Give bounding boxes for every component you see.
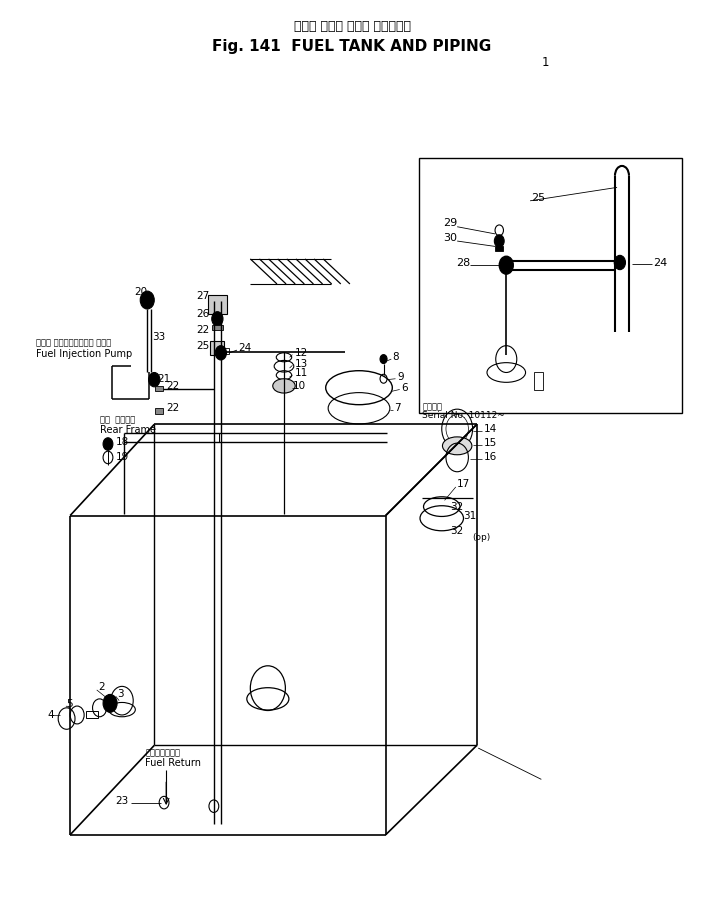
Circle shape xyxy=(615,256,625,270)
Text: 14: 14 xyxy=(484,423,497,434)
Text: 6: 6 xyxy=(401,383,408,393)
Text: 19: 19 xyxy=(115,452,129,463)
Text: Serial No. 10112~: Serial No. 10112~ xyxy=(422,411,505,420)
Circle shape xyxy=(103,438,113,450)
Text: 22: 22 xyxy=(166,404,180,414)
Text: 7: 7 xyxy=(394,404,401,414)
Text: 18: 18 xyxy=(115,437,129,448)
Text: 25: 25 xyxy=(196,341,210,351)
Text: 4: 4 xyxy=(47,710,54,720)
Text: 32: 32 xyxy=(450,501,463,511)
Text: 22: 22 xyxy=(166,381,180,391)
Circle shape xyxy=(215,345,227,360)
Text: 29: 29 xyxy=(443,218,458,228)
Circle shape xyxy=(149,372,160,387)
Text: (op): (op) xyxy=(472,534,491,543)
Bar xyxy=(221,348,230,353)
Bar xyxy=(210,341,225,354)
Text: 32: 32 xyxy=(450,526,463,536)
Bar xyxy=(212,325,223,330)
Text: Fuel Return: Fuel Return xyxy=(145,758,201,768)
Text: フェル インジェクション ポンプ: フェル インジェクション ポンプ xyxy=(37,338,112,347)
Text: 15: 15 xyxy=(484,438,497,448)
Text: 33: 33 xyxy=(152,332,165,342)
Text: 8: 8 xyxy=(393,353,399,362)
Bar xyxy=(208,295,227,314)
Text: 3: 3 xyxy=(117,689,124,699)
Text: 22: 22 xyxy=(196,326,210,335)
Text: 17: 17 xyxy=(457,479,470,489)
Bar xyxy=(419,158,681,413)
Ellipse shape xyxy=(442,437,472,455)
Bar xyxy=(534,372,543,390)
Bar xyxy=(85,710,98,718)
Text: 31: 31 xyxy=(463,510,476,520)
Circle shape xyxy=(499,257,513,274)
Text: リヤ  フレーム: リヤ フレーム xyxy=(99,415,134,424)
Text: 24: 24 xyxy=(239,344,251,353)
Text: 27: 27 xyxy=(196,292,210,301)
Text: フェル タンク および パイピング: フェル タンク および パイピング xyxy=(294,20,410,33)
Circle shape xyxy=(140,292,154,309)
Text: 21: 21 xyxy=(157,374,170,384)
Text: 適用機種: 適用機種 xyxy=(422,402,442,411)
Text: Rear Frame: Rear Frame xyxy=(99,424,156,435)
Ellipse shape xyxy=(272,379,295,393)
Circle shape xyxy=(212,311,223,326)
Text: 23: 23 xyxy=(115,796,128,806)
Bar xyxy=(155,408,163,414)
Text: 12: 12 xyxy=(294,348,308,358)
Circle shape xyxy=(380,354,387,363)
Circle shape xyxy=(494,235,504,248)
Text: 28: 28 xyxy=(455,258,470,268)
Bar xyxy=(495,247,503,251)
Text: 25: 25 xyxy=(531,193,545,203)
Text: 11: 11 xyxy=(294,369,308,379)
Text: 10: 10 xyxy=(292,381,306,391)
Text: 26: 26 xyxy=(196,309,210,319)
Text: Fig. 141  FUEL TANK AND PIPING: Fig. 141 FUEL TANK AND PIPING xyxy=(213,39,491,54)
Text: 9: 9 xyxy=(398,372,404,382)
Circle shape xyxy=(103,694,117,712)
Text: 24: 24 xyxy=(653,257,668,267)
Text: 2: 2 xyxy=(98,683,105,692)
Text: 16: 16 xyxy=(484,452,497,463)
Text: 30: 30 xyxy=(443,233,457,243)
Bar xyxy=(155,386,163,391)
Text: 5: 5 xyxy=(67,700,73,710)
Text: 20: 20 xyxy=(134,287,148,297)
Text: Fuel Injection Pump: Fuel Injection Pump xyxy=(37,349,132,359)
Text: 13: 13 xyxy=(294,359,308,369)
Text: フェルリターン: フェルリターン xyxy=(145,748,180,757)
Text: 1: 1 xyxy=(541,56,549,69)
